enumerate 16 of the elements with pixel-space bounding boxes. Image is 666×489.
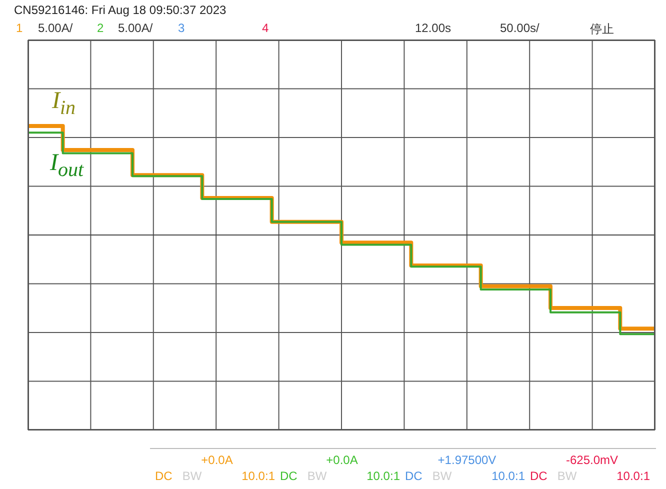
- text: +0.0A: [325, 453, 359, 467]
- series-label: I$_{in}$: [52, 88, 76, 120]
- text: +0.0A: [200, 453, 234, 467]
- text: CN59216146: Fri Aug 18 09:50:37 2023: [14, 3, 228, 17]
- text: 5.00A/: [118, 21, 154, 35]
- text: 1: [16, 21, 24, 35]
- text: 50.00s/: [500, 21, 540, 35]
- text: 4: [262, 21, 270, 35]
- text: -625.0mV: [564, 453, 620, 467]
- text: 12.00s: [415, 21, 452, 35]
- text: 停止: [590, 21, 615, 38]
- series-label: I$_{out}$: [50, 150, 84, 182]
- text: 2: [97, 21, 105, 35]
- text: 3: [178, 21, 186, 35]
- text: +1.97500V: [436, 453, 498, 467]
- text: 5.00A/: [38, 21, 74, 35]
